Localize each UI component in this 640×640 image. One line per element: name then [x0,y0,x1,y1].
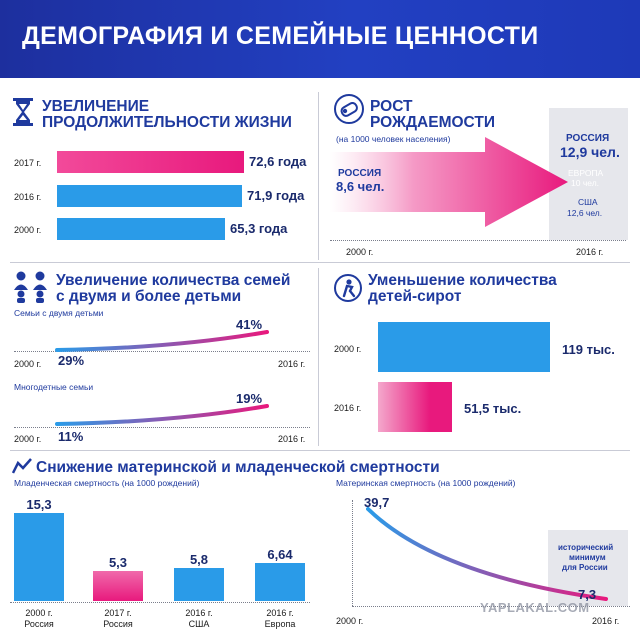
infant-bar-country-4: Европа [264,619,296,629]
divider-horizontal-1 [10,262,630,263]
birth-usa-label: США [578,197,598,207]
birth-axis [330,240,626,241]
birth-results-panel [549,108,628,240]
birth-arrow [330,137,568,227]
birth-subtitle: (на 1000 человек населения) [336,134,451,144]
infant-bar-4 [255,563,305,601]
birth-title-line2: РОЖДАЕМОСТИ [370,114,495,131]
maternal-note-line3: для России [562,563,608,572]
orphans-year-2016: 2016 г. [334,403,362,413]
maternal-note-line1: исторический [558,543,614,552]
infant-caption: Младенческая смертность (на 1000 рождени… [14,478,200,488]
family-icon [14,271,47,303]
infant-bar-3 [174,568,224,601]
mortality-title: Снижение материнской и младенческой смер… [36,459,440,476]
chart-icon [12,458,32,474]
life-title-line1: УВЕЛИЧЕНИЕ [42,98,150,115]
birth-europe-label: ЕВРОПА [568,168,604,178]
families-many-year-start: 2000 г. [14,434,42,444]
orphans-bar-2016 [378,382,452,432]
orphans-value-2016: 51,5 тыс. [464,401,522,416]
orphans-title-line2: детей-сирот [368,288,462,305]
infant-bar-value-3: 5,8 [189,552,209,567]
families-caption-many: Многодетные семьи [14,382,94,392]
maternal-year-start: 2000 г. [336,616,364,626]
infant-bar-country-1: Россия [24,619,54,629]
maternal-axis-x [352,606,630,607]
divider-vertical-top [318,92,319,260]
birth-start-country: РОССИЯ [338,168,382,179]
maternal-end-value: 7,3 [578,587,597,602]
families-axis-many [14,427,310,428]
orphans-bar-2000 [378,322,550,372]
families-many-start: 11% [58,429,84,444]
orphans-value-2000: 119 тыс. [562,342,615,357]
maternal-start-value: 39,7 [364,495,390,510]
infant-bar-year-4: 2016 г. [266,608,294,618]
divider-horizontal-2 [10,450,630,451]
infant-bar-value-2: 5,3 [108,555,128,570]
birth-russia-value: 12,9 чел. [560,144,620,160]
families-many-end: 19% [236,391,263,406]
maternal-caption: Материнская смертность (на 1000 рождений… [336,478,516,488]
life-bar-2017 [57,151,244,173]
page-title: ДЕМОГРАФИЯ И СЕМЕЙНЫЕ ЦЕННОСТИ [22,22,539,50]
birth-title-line1: РОСТ [370,98,413,115]
life-bar-2016 [57,185,242,207]
infant-bar-2 [93,571,143,601]
families-two-start: 29% [58,353,85,368]
infant-bar-year-2: 2017 г. [104,608,132,618]
infant-bar-value-4: 6,64 [267,547,293,562]
maternal-year-end: 2016 г. [592,616,620,626]
birth-start-value: 8,6 чел. [336,179,385,194]
families-curve-two [55,330,269,352]
life-year-2016: 2016 г. [14,192,42,202]
birth-year-start: 2000 г. [346,247,374,257]
families-two-year-start: 2000 г. [14,359,42,369]
life-value-2016: 71,9 года [247,188,305,203]
birth-usa-value: 12,6 чел. [567,208,603,218]
orphans-year-2000: 2000 г. [334,344,362,354]
families-many-year-end: 2016 г. [278,434,306,444]
divider-vertical-mid [318,268,319,446]
infant-axis [10,602,310,603]
families-caption-two: Семьи с двумя детьми [14,308,104,318]
child-icon [334,274,362,302]
maternal-curve [366,507,608,601]
life-year-2000: 2000 г. [14,225,42,235]
orphans-title-line1: Уменьшение количества [368,272,557,289]
families-title-line1: Увеличение количества семей [56,272,291,289]
birth-russia-label: РОССИЯ [566,133,610,144]
life-value-2000: 65,3 года [230,221,288,236]
families-two-end: 41% [236,317,263,332]
infant-bar-year-1: 2000 г. [25,608,53,618]
life-year-2017: 2017 г. [14,158,42,168]
infant-bar-year-3: 2016 г. [185,608,213,618]
birth-year-end: 2016 г. [576,247,604,257]
infant-bar-country-3: США [188,619,210,629]
infant-bar-country-2: Россия [103,619,133,629]
families-title-line2: с двумя и более детьми [56,288,242,305]
life-bar-2000 [57,218,225,240]
watermark: YAPLAKAL.COM [480,600,590,615]
birth-europe-value: 10 чел. [571,178,600,188]
header-banner [0,0,640,78]
infant-bar-1 [14,513,64,601]
baby-icon [334,94,364,124]
families-two-year-end: 2016 г. [278,359,306,369]
families-curve-many [55,404,269,426]
hourglass-icon [13,98,33,126]
life-title-line2: ПРОДОЛЖИТЕЛЬНОСТИ ЖИЗНИ [42,114,292,131]
families-axis-two [14,351,310,352]
life-value-2017: 72,6 года [249,154,307,169]
maternal-axis-y [352,500,353,606]
infant-bar-value-1: 15,3 [26,497,52,512]
maternal-note-line2: минимум [569,553,606,562]
